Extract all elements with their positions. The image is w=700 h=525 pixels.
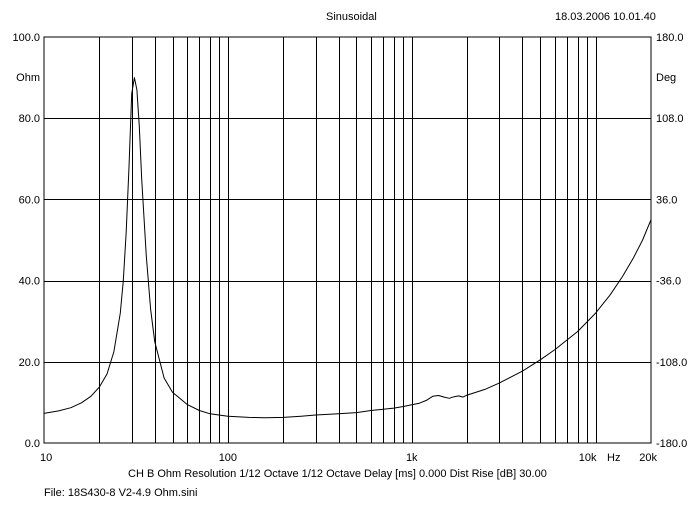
file-name: File: 18S430-8 V2-4.9 Ohm.sini	[44, 487, 198, 499]
x-tick-label: 10	[40, 452, 52, 464]
x-tick-label: 20k	[639, 452, 657, 464]
y-tick-label-left: 100.0	[12, 32, 40, 44]
y-tick-label-right: 36.0	[656, 194, 677, 206]
y-tick-label-left: 60.0	[19, 194, 40, 206]
y-tick-label-right: -108.0	[656, 357, 687, 369]
y-tick-label-left: 20.0	[19, 357, 40, 369]
x-tick-label: 1k	[406, 452, 418, 464]
y-axis-unit-left: Ohm	[16, 72, 40, 84]
x-tick-label: 10k	[579, 452, 597, 464]
timestamp: 18.03.2006 10.01.40	[555, 11, 656, 23]
grid	[43, 36, 652, 444]
y-tick-label-right: -36.0	[656, 276, 681, 288]
chart-title: Sinusoidal	[326, 11, 377, 23]
y-tick-label-left: 80.0	[19, 113, 40, 125]
y-tick-label-left: 0.0	[25, 438, 40, 450]
x-tick-label: 100	[219, 452, 237, 464]
footer-settings: CH B Ohm Resolution 1/12 Octave 1/12 Oct…	[128, 468, 547, 480]
y-tick-label-right: -180.0	[656, 438, 687, 450]
y-tick-label-right: 180.0	[656, 32, 684, 44]
tick-labels: 100.0 80.0 60.0 40.0 20.0 0.0 Ohm 180.0 108.0 36.…	[12, 32, 687, 464]
impedance-curve	[43, 77, 652, 419]
y-tick-label-right: 108.0	[656, 113, 684, 125]
plot-frame	[43, 36, 652, 444]
y-tick-label-left: 40.0	[19, 276, 40, 288]
x-axis-unit: Hz	[607, 452, 620, 464]
y-axis-unit-right: Deg	[656, 72, 676, 84]
series-layer	[43, 77, 652, 419]
